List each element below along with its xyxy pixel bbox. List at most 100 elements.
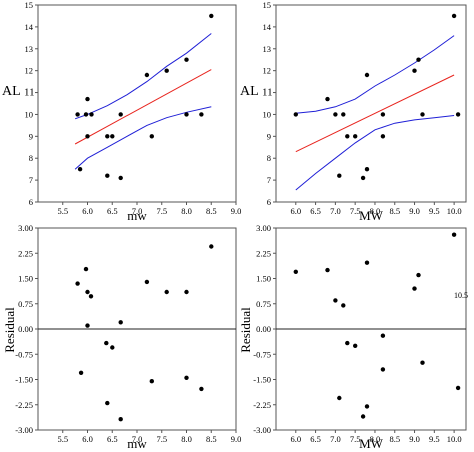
y-tick-label: -2.25: [15, 400, 33, 410]
y-tick-label: 9: [29, 131, 33, 141]
data-point: [337, 173, 342, 178]
data-point: [412, 286, 417, 291]
data-point: [420, 360, 425, 365]
x-axis-label: MW: [359, 208, 384, 223]
y-tick-label: -3.00: [253, 425, 271, 435]
y-tick-label: 7: [29, 175, 33, 185]
data-point: [380, 367, 386, 372]
data-point: [451, 13, 457, 19]
data-point: [164, 289, 169, 295]
x-tick-label: 9.0: [409, 434, 420, 444]
x-tick-label: 7.0: [330, 206, 341, 216]
annotation-label: 10.5: [454, 291, 468, 300]
data-point: [184, 57, 189, 62]
y-tick-label: -1.50: [15, 375, 33, 385]
y-tick-label: 13: [263, 44, 272, 54]
y-tick-label: 12: [25, 66, 34, 76]
data-point: [149, 379, 154, 384]
data-point: [85, 323, 90, 328]
data-point: [337, 395, 342, 401]
x-tick-label: 9.5: [429, 434, 440, 444]
y-tick-label: 6: [267, 197, 271, 207]
data-point: [85, 289, 90, 295]
data-point: [364, 167, 370, 172]
data-point: [149, 134, 154, 139]
plot-frame: [37, 4, 237, 203]
x-tick-label: 6.5: [310, 206, 321, 216]
data-point: [341, 112, 346, 117]
data-point: [88, 294, 94, 299]
data-point: [360, 414, 366, 419]
x-tick-label: 9.0: [231, 206, 242, 216]
y-tick-label: 15: [263, 0, 272, 10]
x-tick-label: 8.0: [181, 434, 192, 444]
x-tick-label: 7.5: [350, 206, 361, 216]
x-tick-label: 8.0: [181, 206, 192, 216]
x-tick-label: 7.0: [132, 434, 143, 444]
y-axis-label: Residual: [2, 307, 17, 353]
data-point: [345, 134, 350, 139]
y-tick-label: -0.75: [15, 349, 33, 359]
y-axis-label: AL: [2, 84, 21, 99]
y-tick-label: -2.25: [253, 400, 271, 410]
x-tick-label: 8.0: [370, 434, 381, 444]
data-point: [85, 134, 90, 139]
x-tick-label: 6.0: [82, 434, 93, 444]
data-point: [184, 289, 189, 295]
y-tick-label: 2.25: [18, 248, 33, 258]
data-point: [144, 72, 150, 78]
data-point: [416, 57, 421, 62]
data-point: [209, 13, 214, 19]
data-point: [333, 298, 338, 303]
ci-upper-curve: [295, 35, 455, 114]
y-tick-label: 2.25: [256, 248, 271, 258]
x-tick-label: 8.5: [206, 434, 217, 444]
y-tick-label: 9: [267, 131, 271, 141]
ci-lower-curve: [295, 115, 455, 191]
data-point: [77, 167, 83, 172]
data-point: [353, 134, 358, 139]
data-point: [83, 112, 89, 117]
x-tick-label: 5.5: [57, 434, 68, 444]
data-point: [380, 333, 386, 338]
y-tick-label: -1.50: [253, 375, 271, 385]
x-tick-label: 6.0: [290, 434, 301, 444]
y-tick-label: -3.00: [15, 425, 33, 435]
y-tick-label: 7: [267, 175, 271, 185]
data-point: [118, 320, 123, 325]
y-tick-label: 6: [29, 197, 33, 207]
x-tick-label: 6.0: [290, 206, 301, 216]
y-tick-label: 14: [263, 22, 272, 32]
y-tick-label: 3.00: [18, 223, 33, 233]
x-tick-label: 10.0: [447, 434, 462, 444]
chart-panel-1: 5.5 6.0 6.5 7.0 7.5 8.0 8.5 9.0 6 7 8 9 10 11 12 13 14 15…: [2, 0, 241, 223]
x-tick-label: 8.0: [370, 206, 381, 216]
data-point: [78, 370, 84, 375]
x-tick-label: 5.5: [57, 206, 68, 216]
data-point: [118, 175, 123, 181]
data-point: [380, 112, 386, 117]
x-tick-label: 8.5: [206, 206, 217, 216]
y-axis-label: AL: [240, 84, 259, 99]
plot-frame: [275, 4, 467, 203]
y-tick-label: 12: [263, 66, 272, 76]
y-tick-label: 10: [25, 109, 34, 119]
data-point: [364, 72, 370, 78]
y-tick-label: 0.00: [18, 324, 33, 334]
x-tick-label: 7.5: [350, 434, 361, 444]
data-point: [199, 112, 204, 117]
y-tick-label: 1.50: [18, 274, 33, 284]
data-point: [199, 386, 204, 392]
x-tick-label: 7.0: [132, 206, 143, 216]
y-tick-label: 1.50: [256, 274, 271, 284]
data-point: [85, 96, 90, 102]
x-tick-label: 9.0: [409, 206, 420, 216]
data-point: [360, 175, 366, 181]
data-point: [184, 112, 189, 117]
data-point: [380, 134, 386, 139]
data-point: [420, 112, 425, 117]
ci-upper-curve: [74, 33, 212, 120]
x-tick-label: 9.5: [429, 206, 440, 216]
data-point: [105, 134, 110, 139]
